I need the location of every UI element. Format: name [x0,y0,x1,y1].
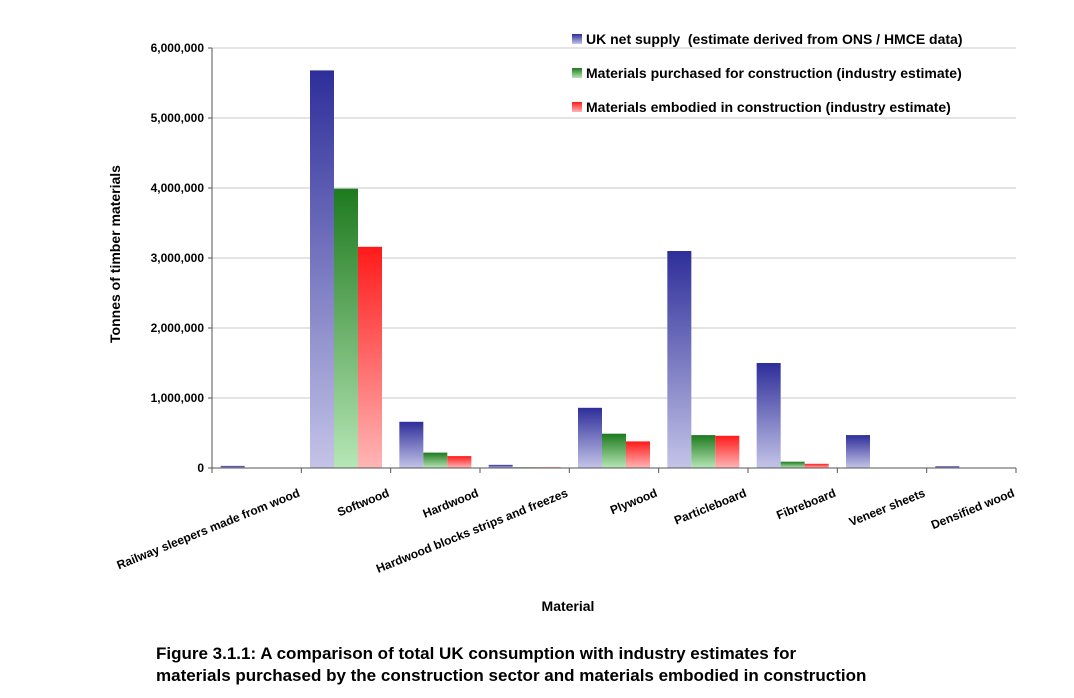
legend-label-series-3: Materials embodied in construction (indu… [586,99,951,115]
y-tick-label: 2,000,000 [151,321,205,335]
x-tick-label: Hardwood [421,486,481,521]
bar-hardwood-blocks-strips-and-freezes-series-1 [488,464,513,468]
bar-hardwood-series-2 [423,452,448,468]
caption-line-2: materials purchased by the construction … [156,666,867,685]
y-tick-label: 0 [197,461,204,475]
bar-hardwood-series-3 [447,456,472,468]
bar-softwood-series-2 [334,188,358,468]
x-tick-label: Softwood [335,486,391,519]
bar-particleboard-series-2 [691,435,716,468]
y-tick-label: 6,000,000 [151,41,205,55]
legend-swatch-series-2 [572,68,582,78]
y-tick-label: 4,000,000 [151,181,205,195]
x-tick-label: Fibreboard [774,486,837,522]
axes [211,48,1017,473]
bar-particleboard-series-3 [715,435,740,468]
legend-swatch-series-1 [572,34,582,44]
bars [220,70,960,469]
caption-line-1: Figure 3.1.1: A comparison of total UK c… [156,644,797,663]
x-tick-label: Railway sleepers made from wood [115,486,302,572]
bar-densified-wood-series-1 [935,466,960,468]
y-tick-label: 1,000,000 [151,391,205,405]
bar-plywood-series-2 [602,433,626,468]
legend-label-series-2: Materials purchased for construction (in… [586,65,962,81]
bar-plywood-series-1 [578,407,602,468]
x-tick-label: Plywood [608,486,659,517]
x-tick-label: Particleboard [672,486,748,528]
bar-plywood-series-3 [626,441,650,468]
bar-fibreboard-series-1 [756,363,781,468]
x-tick-label: Densified wood [929,486,1016,532]
bar-softwood-series-3 [358,246,382,468]
y-axis-title: Tonnes of timber materials [107,165,123,343]
x-axis-title: Material [542,598,595,614]
y-tick-label: 3,000,000 [151,251,205,265]
y-tick-label: 5,000,000 [151,111,205,125]
bar-railway-sleepers-made-from-wood-series-1 [220,465,245,468]
legend: UK net supply (estimate derived from ONS… [572,31,963,115]
legend-label-series-1: UK net supply (estimate derived from ONS… [586,31,963,47]
bar-hardwood-series-1 [399,421,424,468]
bar-veneer-sheets-series-1 [846,435,870,468]
bar-fibreboard-series-2 [780,461,805,468]
x-tick-labels: Railway sleepers made from wood Softwood H… [115,486,1017,576]
x-tick-label: Veneer sheets [847,486,927,529]
legend-swatch-series-3 [572,102,582,112]
bar-particleboard-series-1 [667,251,692,468]
bar-fibreboard-series-3 [804,463,829,468]
y-tick-labels: 0 1,000,000 2,000,000 3,000,000 4,000,000 5,0… [151,41,205,475]
bar-chart: 0 1,000,000 2,000,000 3,000,000 4,000,000 5,0… [107,31,1017,614]
bar-softwood-series-1 [310,70,334,469]
figure-caption: Figure 3.1.1: A comparison of total UK c… [156,643,1056,687]
